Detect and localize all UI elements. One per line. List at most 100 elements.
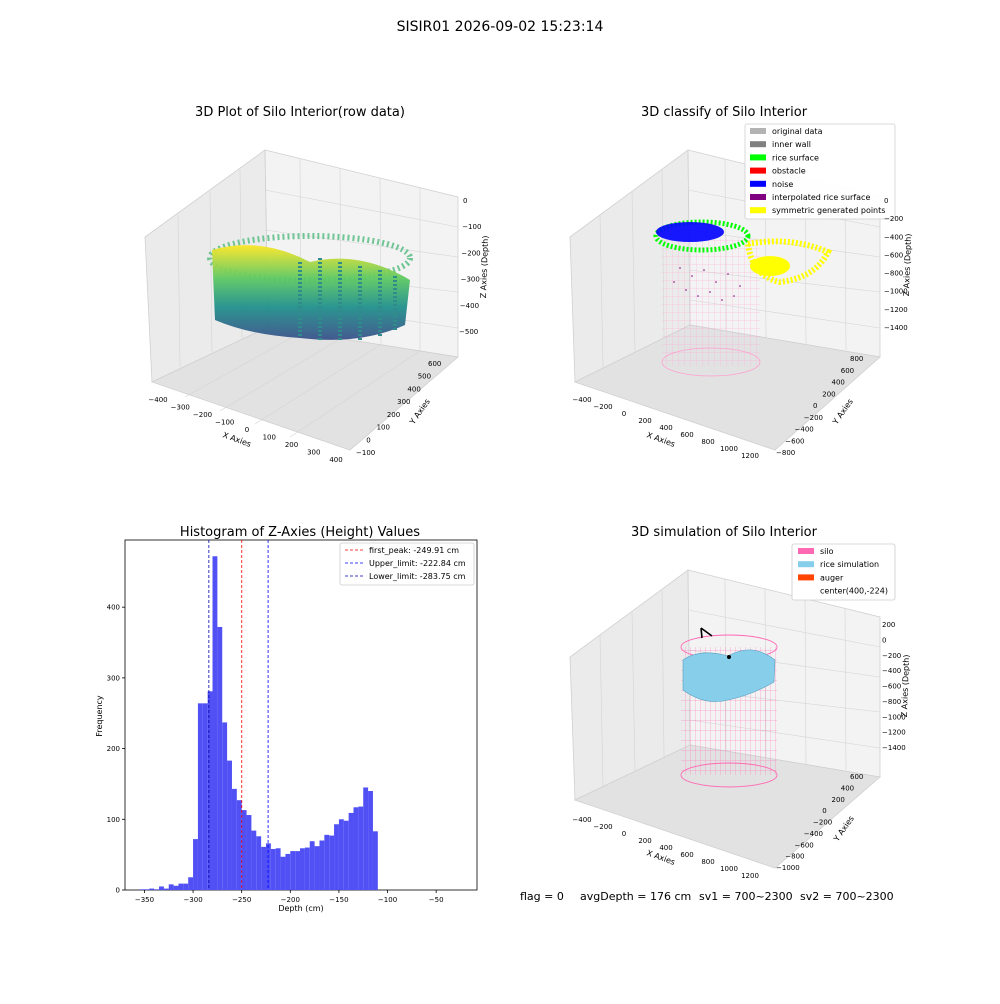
histogram-bar xyxy=(280,856,286,890)
pane-floor xyxy=(150,326,459,451)
panel-raw-3d-ylabel: Y Axies xyxy=(407,397,432,427)
histogram-bar xyxy=(343,820,349,890)
x-tick-label: −300 xyxy=(183,896,202,904)
panel-classify-3d-title: 3D classify of Silo Interior xyxy=(641,105,808,120)
x-tick-label: −400 xyxy=(148,396,167,404)
panel-classify-3d-xlabel: X Axies xyxy=(645,430,676,449)
histogram-bar xyxy=(212,556,218,890)
x-tick-label: 200 xyxy=(638,837,651,845)
z-tick-label: −100 xyxy=(462,223,481,231)
x-tick-label: 1200 xyxy=(741,872,759,880)
y-tick-label: 200 xyxy=(107,745,120,753)
histogram-bar xyxy=(270,848,276,890)
z-tick-label: 0 xyxy=(884,197,888,205)
histogram-bar xyxy=(159,886,164,890)
z-tick-label: −600 xyxy=(884,251,903,259)
panel-simulation-3d: 3D simulation of Silo Interior silo rice … xyxy=(569,525,911,880)
panel-classify-3d-zlabel: Z Axies (Depth) xyxy=(902,233,913,296)
rice-simulation-surface xyxy=(682,649,776,702)
silo-wireframe xyxy=(662,238,760,366)
histogram-bar xyxy=(222,722,228,890)
histogram-bar xyxy=(353,807,359,890)
panel-classify-3d-ylabel: Y Axies xyxy=(830,397,855,427)
panel-simulation-3d-title: 3D simulation of Silo Interior xyxy=(631,525,818,540)
x-tick-label: −250 xyxy=(232,896,251,904)
histogram-bar xyxy=(168,884,174,890)
y-tick-label: 200 xyxy=(387,411,400,419)
y-tick-label: −100 xyxy=(356,449,375,457)
panel-simulation-3d-ylabel: Y Axies xyxy=(831,814,856,844)
histogram-bar xyxy=(154,889,160,890)
histogram-bar xyxy=(173,885,179,890)
x-tick-label: 400 xyxy=(659,844,672,852)
histogram-bar xyxy=(348,812,354,890)
histogram-bar xyxy=(193,839,198,890)
rice-surface-points xyxy=(653,219,751,253)
z-tick-label: −1200 xyxy=(882,729,906,737)
histogram-bar xyxy=(246,815,252,890)
histogram-bar xyxy=(217,626,223,890)
histogram-bar xyxy=(319,840,325,890)
histogram-bar xyxy=(334,824,339,890)
silo-bottom xyxy=(661,347,761,377)
legend: silo rice simulation auger center(400,-224) xyxy=(791,543,896,601)
y-tick-label: 100 xyxy=(107,816,120,824)
y-tick-label: 200 xyxy=(832,796,845,804)
panel-raw-3d-zlabel: Z Axies (Depth) xyxy=(479,235,490,298)
histogram-bar xyxy=(197,703,203,890)
x-tick-label: 0 xyxy=(622,410,626,418)
y-tick-label: 400 xyxy=(107,604,120,612)
y-tick-label: −200 xyxy=(813,819,832,827)
histogram-bar xyxy=(285,853,291,890)
status-sv2: sv2 = 700~2300 xyxy=(800,890,894,903)
x-tick-label: −300 xyxy=(171,404,190,412)
legend-label: interpolated rice surface xyxy=(772,193,870,202)
z-tick-label: −200 xyxy=(884,215,903,223)
x-tick-label: 600 xyxy=(680,851,693,859)
y-tick-label: −400 xyxy=(804,830,823,838)
figure-title: SISIR01 2026-09-02 15:23:14 xyxy=(397,19,604,35)
histogram-bar xyxy=(178,883,184,890)
histogram-bar xyxy=(304,847,310,890)
legend-label: noise xyxy=(772,180,793,189)
z-tick-label: −1200 xyxy=(884,306,908,314)
x-tick-label: −50 xyxy=(429,896,444,904)
legend-swatch xyxy=(798,574,814,581)
histogram-ylabel: Frequency xyxy=(95,695,104,737)
histogram-bar xyxy=(202,703,208,890)
x-tick-label: −400 xyxy=(572,816,591,824)
status-line: flag = 0 avgDepth = 176 cm sv1 = 700~230… xyxy=(520,890,894,903)
legend-swatch xyxy=(750,167,766,174)
symmetric-generated-core xyxy=(750,256,790,276)
y-tick-label: −400 xyxy=(795,426,814,434)
z-tick-label: −400 xyxy=(882,667,901,675)
plot-area xyxy=(124,539,478,891)
histogram-xlabel: Depth (cm) xyxy=(278,904,323,913)
histogram-bar xyxy=(227,760,232,890)
z-tick-label: −400 xyxy=(460,302,479,310)
z-tick-label: −200 xyxy=(461,249,480,257)
z-tick-label: −800 xyxy=(884,270,903,278)
y-tick-label: 600 xyxy=(850,773,863,781)
z-tick-label: −1000 xyxy=(884,288,908,296)
x-tick-label: −400 xyxy=(572,396,591,404)
x-tick-label: −200 xyxy=(193,411,212,419)
legend-label: original data xyxy=(772,127,823,136)
y-tick-label: 500 xyxy=(418,373,431,381)
x-tick-label: 1200 xyxy=(741,452,759,460)
histogram-bar xyxy=(251,830,257,890)
y-tick-label: 0 xyxy=(366,436,370,444)
x-tick-label: 100 xyxy=(263,434,276,442)
surface-points xyxy=(212,245,410,340)
z-tick-label: −1400 xyxy=(884,324,908,332)
histogram-bar xyxy=(207,691,213,890)
y-tick-label: −200 xyxy=(804,414,823,422)
x-tick-label: −100 xyxy=(378,896,397,904)
interpolated-surface-points xyxy=(673,267,741,301)
y-tick-label: −600 xyxy=(795,841,814,849)
noise-points xyxy=(656,222,724,242)
z-tick-label: −800 xyxy=(882,698,901,706)
panel-classify-3d: 3D classify of Silo Interior original da… xyxy=(569,105,913,460)
auger-marker xyxy=(700,627,713,639)
